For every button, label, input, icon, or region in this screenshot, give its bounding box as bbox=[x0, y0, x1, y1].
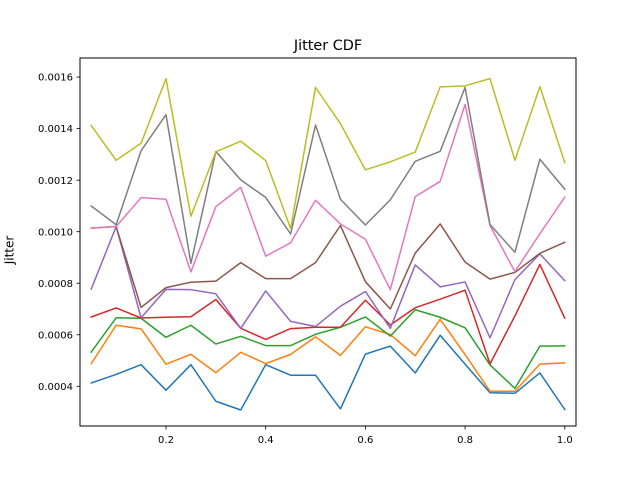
chart-title: Jitter CDF bbox=[293, 38, 362, 54]
x-tick-label: 0.6 bbox=[357, 435, 373, 446]
series-line-2 bbox=[90, 318, 566, 392]
x-tick-label: 1.0 bbox=[557, 435, 573, 446]
series-line-9 bbox=[90, 77, 566, 230]
series-line-1 bbox=[90, 334, 566, 411]
y-axis-ticks: 0.0004 0.0006 0.0008 0.0010 0.0012 0.0014 0.00… bbox=[38, 73, 80, 393]
y-tick-label: 0.0010 bbox=[38, 227, 73, 238]
y-tick-label: 0.0006 bbox=[38, 330, 73, 341]
series-layer bbox=[90, 77, 566, 411]
series-line-4 bbox=[90, 263, 566, 365]
y-tick-label: 0.0016 bbox=[38, 73, 73, 84]
series-line-3 bbox=[90, 309, 566, 390]
series-line-6 bbox=[90, 223, 566, 310]
x-axis-ticks: 0.2 0.4 0.6 0.8 1.0 bbox=[158, 426, 573, 446]
x-tick-label: 0.8 bbox=[457, 435, 473, 446]
series-line-8 bbox=[90, 86, 566, 265]
y-axis-label: Jitter bbox=[3, 236, 17, 266]
plot-area-frame bbox=[79, 57, 577, 427]
x-tick-label: 0.2 bbox=[158, 435, 174, 446]
y-tick-label: 0.0012 bbox=[38, 176, 73, 187]
x-tick-label: 0.4 bbox=[258, 435, 274, 446]
series-line-5 bbox=[90, 225, 566, 339]
y-tick-label: 0.0014 bbox=[38, 124, 73, 135]
y-tick-label: 0.0004 bbox=[38, 382, 73, 393]
y-tick-label: 0.0008 bbox=[38, 279, 73, 290]
